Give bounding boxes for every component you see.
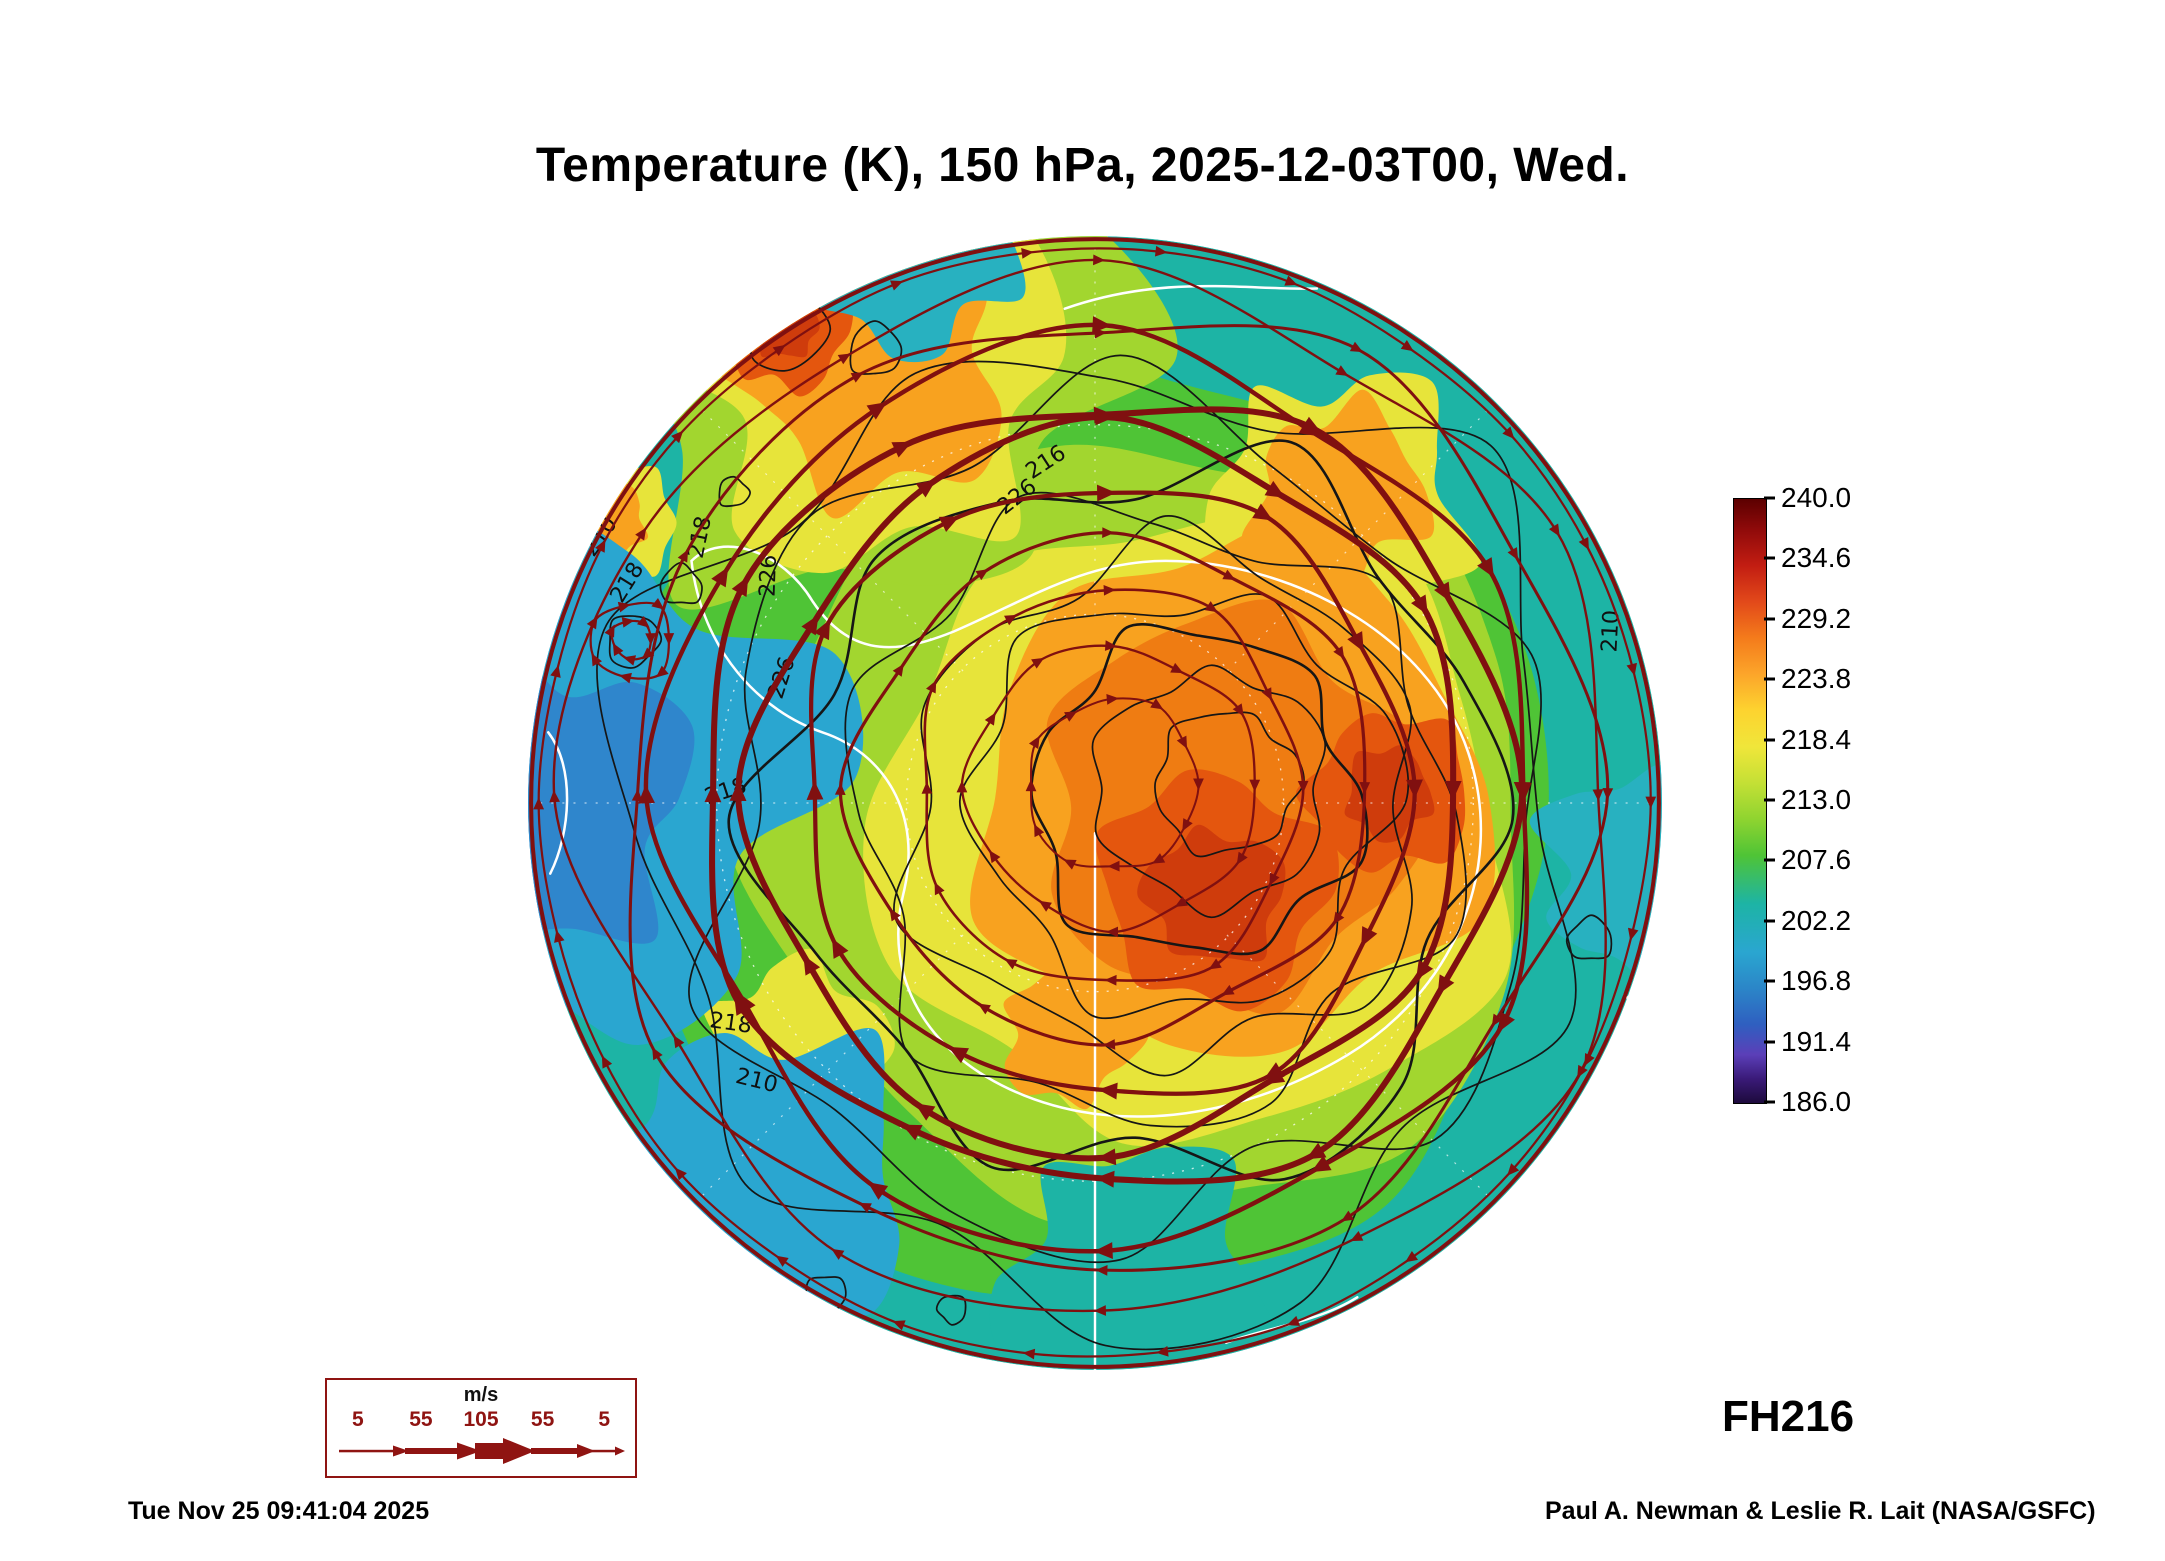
page-title: Temperature (K), 150 hPa, 2025-12-03T00,… [535,139,1630,192]
colorbar-tick: 213.0 [1781,784,1852,815]
forecast-hour-label: FH216 [1722,1392,1855,1441]
creation-timestamp: Tue Nov 25 09:41:04 2025 [128,1497,430,1525]
wind-streamline-layer [539,248,1652,1356]
colorbar-tick-labels: 240.0 234.6 229.2 223.8 218.4 213.0 207.… [1781,482,1911,1117]
wind-legend-value: 105 [463,1408,499,1431]
colorbar-tick: 229.2 [1781,602,1852,634]
wind-legend-unit: m/s [463,1384,499,1406]
colorbar-tick: 240.0 [1781,482,1852,513]
colorbar-tick: 223.8 [1781,663,1852,695]
colorbar-tick: 207.6 [1781,844,1852,876]
wind-legend-value: 5 [598,1408,611,1431]
map-rim [529,237,1661,1369]
wind-speed-arrow-icon [339,1438,625,1464]
colorbar-tick: 218.4 [1781,723,1852,755]
colorbar-tick: 202.2 [1781,904,1852,936]
polar-map: 210 218 218 226 226 226 216 210 218 218 … [520,228,1670,1378]
colorbar-tick: 196.8 [1781,965,1852,997]
credit-text: Paul A. Newman & Leslie R. Lait (NASA/GS… [1545,1497,2096,1525]
temperature-colorbar [1733,498,1767,1104]
polar-map-svg: 210 218 218 226 226 226 216 210 218 218 … [528,236,1662,1370]
colorbar-tick: 234.6 [1781,542,1852,574]
wind-legend-value: 55 [409,1408,433,1431]
wind-legend-value: 5 [351,1408,364,1431]
contour-label: 210 [1596,609,1624,653]
wind-legend-value: 55 [530,1408,555,1431]
wind-speed-legend: m/s 5 55 105 55 5 [325,1378,637,1478]
colorbar-tick: 186.0 [1781,1086,1852,1117]
colorbar-tick: 191.4 [1781,1025,1852,1057]
